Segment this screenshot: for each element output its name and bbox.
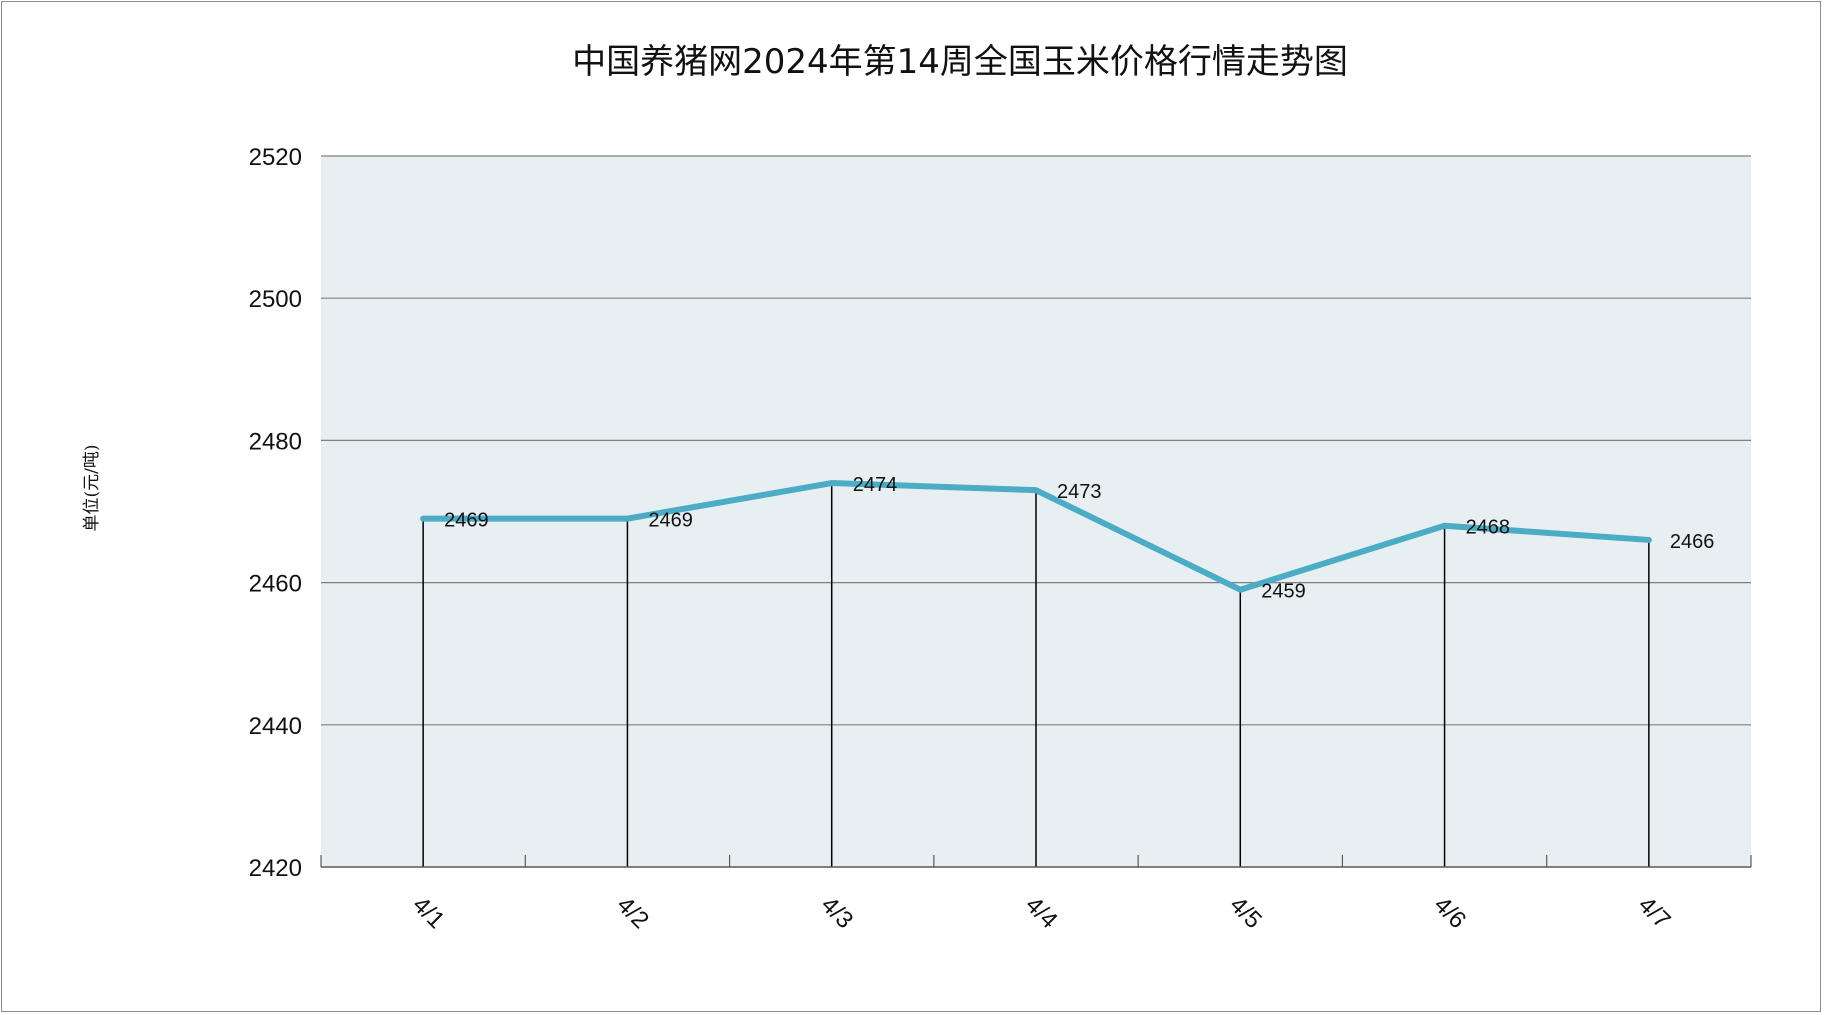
- x-tick-label: 4/1: [407, 891, 450, 934]
- x-tick-label: 4/5: [1224, 891, 1267, 934]
- drop-lines: [422, 483, 1650, 867]
- y-tick-label: 2440: [249, 713, 302, 740]
- x-tick-label: 4/4: [1020, 891, 1063, 934]
- data-label: 2469: [444, 510, 489, 532]
- data-label: 2474: [853, 474, 898, 496]
- y-tick-label: 2500: [249, 286, 302, 313]
- y-tick-label: 2420: [249, 855, 302, 882]
- x-tick-label: 4/2: [611, 891, 654, 934]
- y-axis-label: 单位(元/吨): [82, 445, 102, 532]
- y-tick-label: 2520: [249, 144, 302, 171]
- data-label: 2466: [1670, 531, 1715, 553]
- y-tick-label: 2480: [249, 428, 302, 455]
- data-labels: 2469 2469 2474 2473 2459 2468 2466: [444, 474, 1714, 603]
- x-tick-label: 4/7: [1633, 891, 1676, 934]
- y-tick-label: 2460: [249, 571, 302, 598]
- data-label: 2468: [1466, 517, 1511, 539]
- x-axis: 4/1 4/2 4/3 4/4 4/5 4/6 4/7: [320, 855, 1752, 934]
- x-tick-label: 4/6: [1429, 891, 1472, 934]
- series-line: [420, 480, 1652, 593]
- data-label: 2473: [1057, 481, 1102, 503]
- x-tick-label: 4/3: [816, 891, 859, 934]
- series-line-group: [420, 480, 1652, 593]
- chart-title: 中国养猪网2024年第14周全国玉米价格行情走势图: [572, 42, 1348, 82]
- data-label: 2459: [1261, 581, 1306, 603]
- y-axis-ticks: 2420 2440 2460 2480 2500 2520: [249, 144, 302, 882]
- data-label: 2469: [648, 510, 693, 532]
